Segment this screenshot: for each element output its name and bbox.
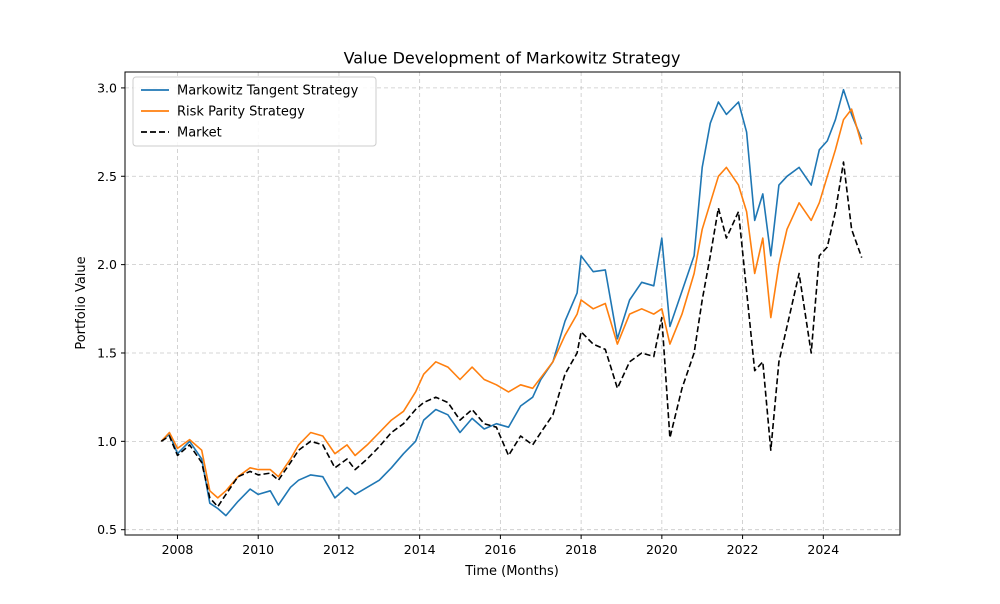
x-tick-label: 2008 xyxy=(162,542,194,557)
x-tick-label: 2022 xyxy=(727,542,759,557)
legend-label: Risk Parity Strategy xyxy=(177,105,305,120)
grid-layer xyxy=(125,72,900,535)
legend-box xyxy=(132,76,377,147)
y-tick-label: 2.0 xyxy=(97,257,117,272)
plot-frame xyxy=(124,71,901,536)
y-tick-label: 2.5 xyxy=(97,169,117,184)
chart-title: Value Development of Markowitz Strategy xyxy=(344,49,681,68)
tick-layer: 2008 2010 2012 2014 2016 2018 2020 2022 2024 0.5 1… xyxy=(97,80,839,557)
x-tick-label: 2014 xyxy=(404,542,436,557)
x-tick-label: 2020 xyxy=(646,542,678,557)
y-tick-label: 1.5 xyxy=(97,345,117,360)
x-tick-label: 2016 xyxy=(484,542,516,557)
legend-label: Markowitz Tangent Strategy xyxy=(177,84,359,99)
x-tick-label: 2024 xyxy=(807,542,839,557)
x-tick-label: 2010 xyxy=(242,542,274,557)
legend-label: Market xyxy=(177,126,222,141)
x-tick-label: 2012 xyxy=(323,542,355,557)
x-axis-label: Time (Months) xyxy=(464,564,559,579)
x-tick-label: 2018 xyxy=(565,542,597,557)
y-tick-label: 3.0 xyxy=(97,80,117,95)
series-layer xyxy=(160,88,863,517)
risk-parity-strategy-line xyxy=(160,108,863,499)
y-tick-label: 0.5 xyxy=(97,522,117,537)
y-axis-label: Portfolio Value xyxy=(74,256,89,349)
market-line xyxy=(160,161,863,508)
legend: Markowitz Tangent Strategy Risk Parity St… xyxy=(132,76,377,147)
y-tick-label: 1.0 xyxy=(97,434,117,449)
markowitz-tangent-strategy-line xyxy=(160,88,863,517)
